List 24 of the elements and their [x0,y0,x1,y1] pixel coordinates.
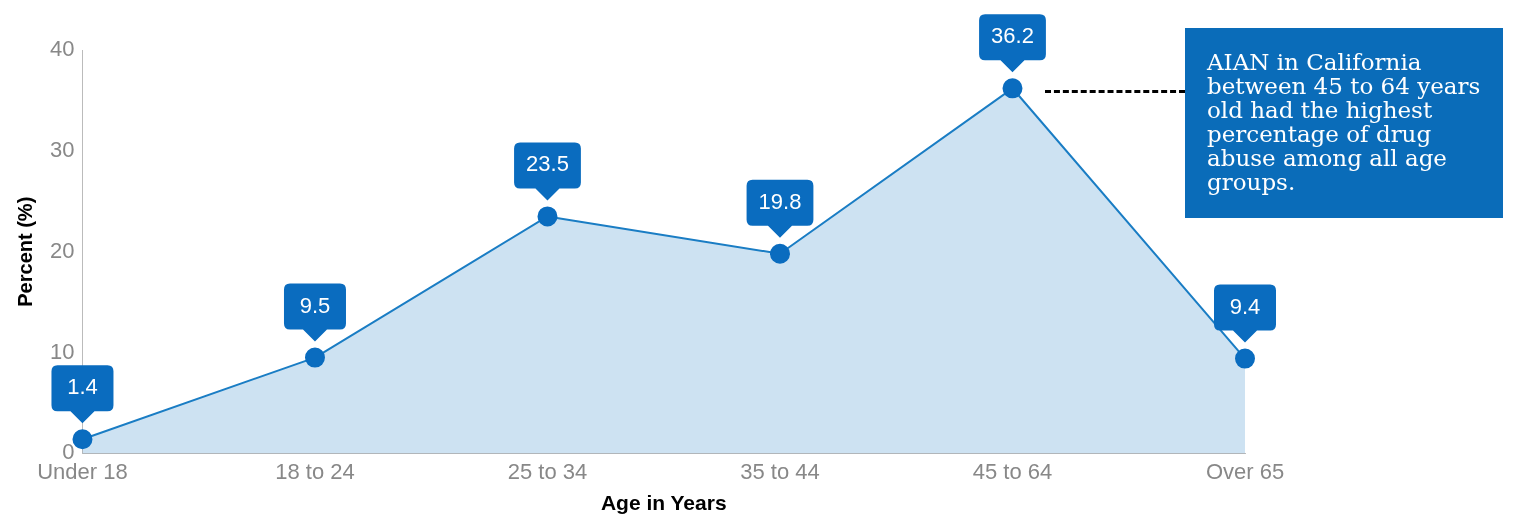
point [769,243,790,264]
data-label: 9.5 [299,292,331,318]
data-label: 36.2 [991,23,1034,49]
data-label: 23.5 [526,151,569,177]
data-label: 9.4 [1229,293,1261,319]
point [304,347,325,368]
y-tick-label: 30 [49,136,75,162]
point [1002,78,1023,99]
x-tick-label: 45 to 64 [972,458,1053,484]
point [1235,348,1255,369]
x-axis-title: Age in Years [600,491,727,515]
x-tick-label: 18 to 24 [275,458,355,484]
annotation: AIAN in California between 45 to 64 years old had the highest percentage of drug abuse among all age groups. [1185,28,1503,218]
point [537,206,558,227]
x-tick-label: 35 to 44 [740,458,820,484]
y-tick-label: 20 [49,237,75,263]
y-axis-title: Percent (%) [13,196,36,307]
y-tick-label: 40 [49,36,75,62]
x-tick-label: Over 65 [1205,458,1285,484]
y-tick-label: 10 [49,338,75,364]
data-label: 19.8 [758,188,802,214]
x-tick-label: 25 to 34 [507,458,588,484]
point [72,429,93,450]
data-label: 1.4 [67,374,98,400]
